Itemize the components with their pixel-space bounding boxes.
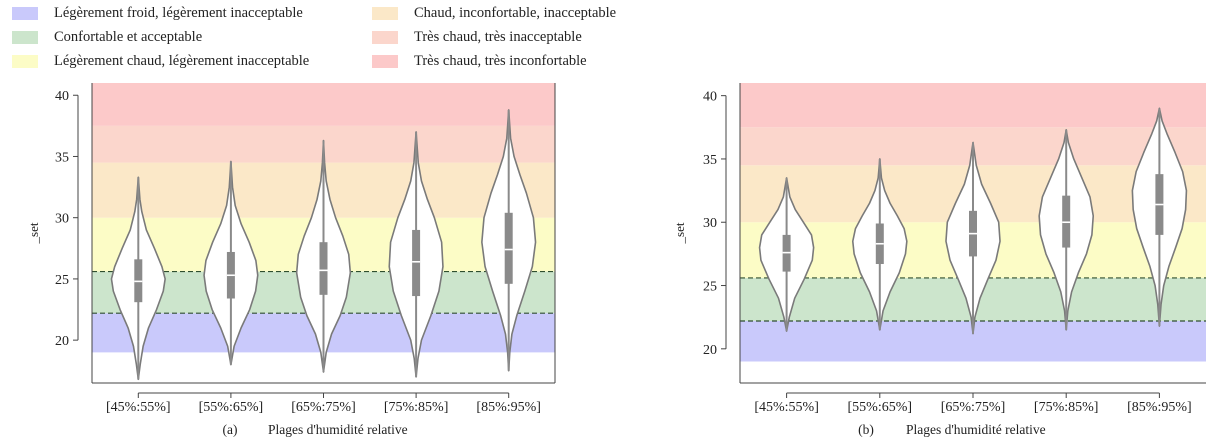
legend-swatch [12,6,38,20]
legend-item-warm: Chaud, inconfortable, inacceptable [372,2,616,24]
legend-item-very-hot-uncomfortable: Très chaud, très inconfortable [372,50,587,72]
legend-label: Très chaud, très inconfortable [414,52,587,69]
legend-swatch [372,54,398,68]
violin-iqr-box [412,229,421,297]
x-tick-label: [45%:55%] [754,400,819,415]
x-axis-title: Plages d'humidité relative [268,422,408,437]
legend-item-slightly-warm: Légèrement chaud, légèrement inacceptabl… [12,50,309,72]
x-tick-label: [65%:75%] [941,400,1006,415]
y-tick-label: 35 [703,153,717,168]
comfort-band [92,83,555,126]
x-tick-label: [45%:55%] [106,400,171,415]
legend-item-comfortable: Confortable et acceptable [12,26,202,48]
panel-letter: (a) [223,422,238,437]
x-tick-label: [85%:95%] [476,400,541,415]
panel-letter: (b) [858,422,874,437]
comfort-band [740,83,1206,128]
legend-label: Confortable et acceptable [54,28,203,45]
violin-iqr-box [504,212,513,284]
y-tick-label: 40 [703,90,717,105]
x-axis-title: Plages d'humidité relative [906,422,1046,437]
legend-swatch [12,54,38,68]
y-tick-label: 20 [703,343,717,358]
legend-swatch [12,30,38,44]
y-tick-label: 30 [55,212,69,227]
legend: Légèrement froid, légèrement inacceptabl… [0,0,700,80]
legend-label: Chaud, inconfortable, inacceptable [414,4,617,21]
y-tick-label: 25 [703,280,717,295]
x-tick-label: [75%:85%] [1034,400,1099,415]
legend-swatch [372,6,398,20]
x-tick-label: [65%:75%] [291,400,356,415]
x-tick-label: [55%:65%] [199,400,264,415]
violin-iqr-box [319,242,328,295]
chart-panel-a: 20 25 30 35 40 _set [45%:55%] [55%:65%] [65%:75%… [26,83,556,437]
legend-item-very-hot-unacceptable: Très chaud, très inacceptable [372,26,582,48]
x-tick-label: [85%:95%] [1127,400,1192,415]
x-tick-label: [75%:85%] [384,400,449,415]
y-tick-label: 25 [55,273,69,288]
y-tick-label: 35 [55,150,69,165]
y-axis-title: _set [672,222,687,244]
chart-panel-b: 20 25 30 35 40 _set [45%:55%] [55%:65%] [65%:75%… [672,83,1206,437]
y-axis-title: _set [26,222,41,244]
y-tick-label: 30 [703,216,717,231]
legend-label: Très chaud, très inacceptable [414,28,582,45]
legend-item-slightly-cold: Légèrement froid, légèrement inacceptabl… [12,2,303,24]
legend-label: Légèrement froid, légèrement inacceptabl… [54,4,303,21]
legend-label: Légèrement chaud, légèrement inacceptabl… [54,52,310,69]
legend-swatch [372,30,398,44]
y-tick-label: 40 [55,89,69,104]
x-tick-label: [55%:65%] [848,400,913,415]
y-tick-label: 20 [55,334,69,349]
